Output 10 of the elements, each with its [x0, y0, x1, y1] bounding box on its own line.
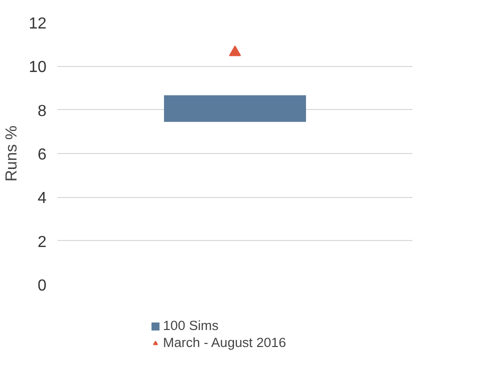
legend-label: March - August 2016 — [163, 335, 286, 350]
y-tick-label: 2 — [38, 234, 47, 251]
y-tick-label: 6 — [38, 146, 47, 164]
y-tick-label: 12 — [28, 16, 47, 32]
y-tick-label: 0 — [38, 278, 47, 294]
y-tick-label: 10 — [28, 59, 47, 76]
y-tick-label: 4 — [38, 190, 47, 208]
legend-label: 100 Sims — [163, 318, 219, 333]
y-tick-label: 8 — [38, 102, 47, 120]
y-axis-title: Runs % — [4, 125, 21, 182]
